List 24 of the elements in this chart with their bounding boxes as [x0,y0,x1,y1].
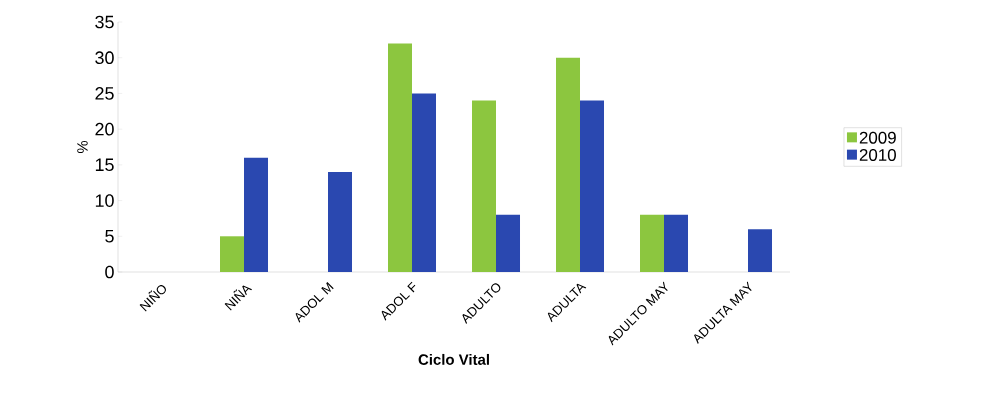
y-tick-label: 35 [95,15,114,29]
y-tick-label: 0 [105,265,114,279]
bar [580,100,605,272]
y-tick-label: 5 [105,230,114,243]
legend-label: 2009 [859,131,896,144]
legend-label: 2010 [859,148,896,161]
bar [244,157,269,272]
bar [412,93,437,272]
y-tick-label: 15 [95,158,114,172]
bar [640,214,665,272]
y-tick-label: 10 [95,194,114,207]
bar [748,229,773,272]
bar [664,214,689,272]
bar [556,57,581,272]
bar [472,100,497,272]
bar [328,172,353,272]
y-tick-label: 20 [95,122,114,136]
y-axis-title: % [77,140,88,154]
y-tick-label: 30 [95,51,114,65]
bar [388,43,413,272]
bar [220,236,245,272]
y-tick-label: 25 [95,87,114,100]
bar [496,214,521,272]
x-axis-title: Ciclo Vital [418,353,489,365]
